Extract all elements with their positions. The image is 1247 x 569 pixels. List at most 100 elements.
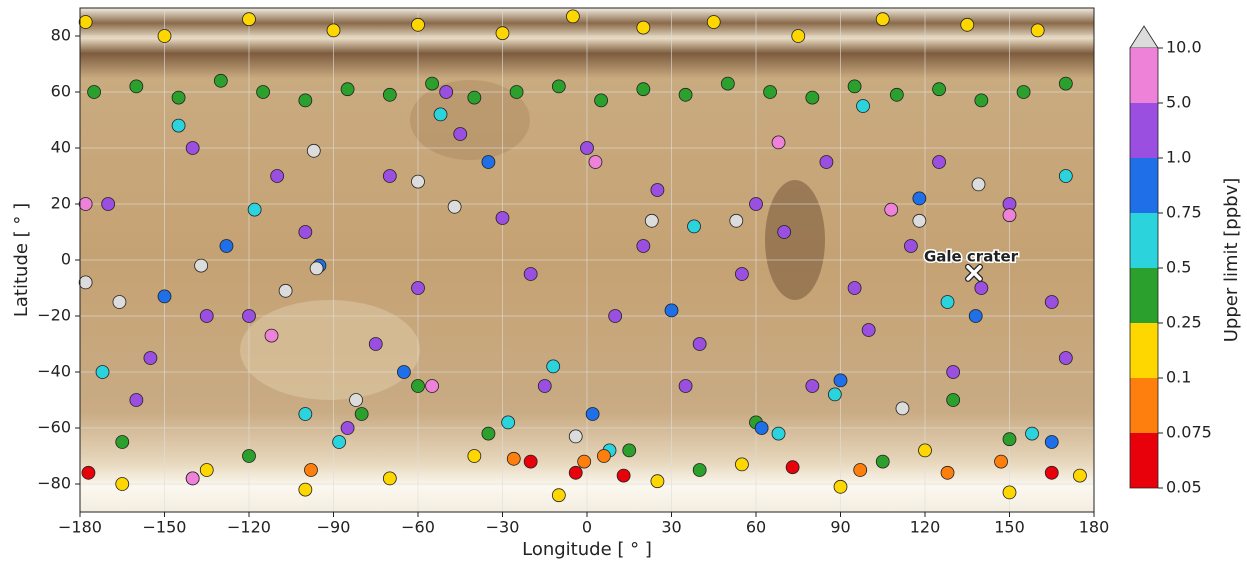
data-point <box>1045 466 1058 479</box>
data-point <box>828 388 841 401</box>
data-point <box>848 80 861 93</box>
data-point <box>333 436 346 449</box>
data-point <box>383 170 396 183</box>
data-point <box>96 366 109 379</box>
data-point <box>468 450 481 463</box>
colorbar-tick-label: 5.0 <box>1166 93 1191 112</box>
y-tick-label: 20 <box>51 194 71 213</box>
data-point <box>933 83 946 96</box>
data-point <box>969 310 982 323</box>
data-point <box>834 480 847 493</box>
colorbar-bin <box>1130 323 1158 378</box>
data-point <box>688 220 701 233</box>
data-point <box>412 380 425 393</box>
data-point <box>693 464 706 477</box>
data-point <box>623 444 636 457</box>
colorbar-label: Upper limit [ppbv] <box>1221 178 1242 343</box>
data-point <box>786 461 799 474</box>
data-point <box>896 402 909 415</box>
x-axis-label: Longitude [ ° ] <box>522 539 652 560</box>
data-point <box>265 329 278 342</box>
data-point <box>885 203 898 216</box>
data-point <box>412 282 425 295</box>
data-point <box>214 74 227 87</box>
chart: Longitude [ ° ] Latitude [ ° ] 0.050.075… <box>0 0 1247 565</box>
data-point <box>578 455 591 468</box>
data-point <box>116 436 129 449</box>
data-point <box>383 472 396 485</box>
data-point <box>307 144 320 157</box>
colorbar-extend <box>1130 26 1158 48</box>
data-point <box>220 240 233 253</box>
data-point <box>1073 469 1086 482</box>
data-point <box>350 394 363 407</box>
data-point <box>426 380 439 393</box>
data-point <box>1059 77 1072 90</box>
data-point <box>665 304 678 317</box>
y-tick-label: 80 <box>51 26 71 45</box>
map-feature <box>240 300 420 400</box>
data-point <box>510 86 523 99</box>
data-point <box>524 455 537 468</box>
data-point <box>566 10 579 23</box>
colorbar-bin <box>1130 433 1158 488</box>
data-point <box>854 464 867 477</box>
data-point <box>750 198 763 211</box>
data-point <box>876 13 889 26</box>
data-point <box>857 100 870 113</box>
data-point <box>972 178 985 191</box>
data-point <box>947 394 960 407</box>
data-point <box>735 458 748 471</box>
data-point <box>707 16 720 29</box>
data-point <box>130 394 143 407</box>
data-point <box>507 452 520 465</box>
data-point <box>772 427 785 440</box>
data-point <box>890 88 903 101</box>
data-point <box>806 91 819 104</box>
data-point <box>482 427 495 440</box>
data-point <box>172 91 185 104</box>
data-point <box>158 290 171 303</box>
data-point <box>496 212 509 225</box>
x-tick-label: −60 <box>401 518 435 537</box>
data-point <box>735 268 748 281</box>
x-tick-label: 150 <box>994 518 1025 537</box>
data-point <box>941 296 954 309</box>
data-point <box>341 83 354 96</box>
data-point <box>327 24 340 37</box>
data-point <box>693 338 706 351</box>
data-point <box>848 282 861 295</box>
data-point <box>975 94 988 107</box>
data-point <box>243 450 256 463</box>
colorbar-bin <box>1130 378 1158 433</box>
data-point <box>862 324 875 337</box>
data-point <box>310 262 323 275</box>
data-point <box>383 88 396 101</box>
colorbar-bin <box>1130 268 1158 323</box>
y-tick-label: 0 <box>61 250 71 269</box>
data-point <box>412 18 425 31</box>
colorbar-tick-label: 0.75 <box>1166 203 1202 222</box>
data-point <box>913 214 926 227</box>
data-point <box>1026 427 1039 440</box>
data-point <box>1003 486 1016 499</box>
data-point <box>552 489 565 502</box>
data-point <box>876 455 889 468</box>
data-point <box>299 94 312 107</box>
data-point <box>569 430 582 443</box>
map-feature <box>765 180 825 300</box>
data-point <box>144 352 157 365</box>
data-point <box>651 184 664 197</box>
data-point <box>975 282 988 295</box>
data-point <box>271 170 284 183</box>
data-point <box>454 128 467 141</box>
x-tick-label: 180 <box>1079 518 1110 537</box>
data-point <box>569 466 582 479</box>
data-point <box>200 310 213 323</box>
data-point <box>913 192 926 205</box>
x-tick-label: −30 <box>486 518 520 537</box>
data-point <box>440 86 453 99</box>
y-tick-label: −40 <box>37 362 71 381</box>
data-point <box>186 142 199 155</box>
data-point <box>1031 24 1044 37</box>
